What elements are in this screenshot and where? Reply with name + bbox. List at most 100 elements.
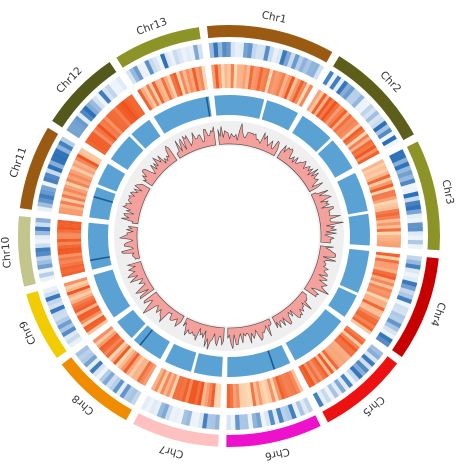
orange-cell xyxy=(334,338,354,358)
blue-cell xyxy=(363,350,379,364)
orange-cell xyxy=(108,111,128,131)
blue-cell xyxy=(330,381,343,396)
orange-cell xyxy=(361,158,385,173)
orange-cell xyxy=(68,171,92,184)
block-chr11 xyxy=(97,163,126,192)
blue-cell xyxy=(136,63,148,79)
orange-cell xyxy=(65,180,89,192)
orange-cell xyxy=(70,292,94,305)
blue-cell xyxy=(39,274,56,283)
blue-cell xyxy=(316,390,328,406)
orange-cell xyxy=(211,64,217,89)
blue-cell xyxy=(208,42,215,58)
orange-cell xyxy=(244,382,250,408)
orange-cell xyxy=(352,141,375,158)
blue-cell xyxy=(243,414,249,430)
orange-cell xyxy=(191,67,200,92)
orange-cell xyxy=(154,79,168,103)
orange-cell xyxy=(73,300,97,314)
label-chr7: Chr7 xyxy=(158,442,185,460)
blue-cell xyxy=(388,313,404,325)
orange-cell xyxy=(156,370,170,394)
blue-cell xyxy=(184,410,193,426)
orange-cell xyxy=(286,77,299,101)
orange-cell xyxy=(92,128,114,146)
orange-cell xyxy=(105,339,125,359)
blue-cell xyxy=(377,127,393,140)
orange-cell xyxy=(57,229,82,234)
orange-cell xyxy=(354,144,377,160)
blue-cell xyxy=(35,247,51,253)
ideogram-chr8 xyxy=(61,357,132,421)
blue-cell xyxy=(192,44,200,61)
blue-cell xyxy=(35,217,51,224)
orange-cell xyxy=(101,118,122,137)
orange-cell xyxy=(194,380,202,406)
blue-cell xyxy=(44,171,61,181)
histogram-chr8 xyxy=(142,291,185,328)
blue-cell xyxy=(403,191,419,199)
orange-cell xyxy=(357,306,381,321)
block-chr13 xyxy=(153,96,212,134)
block-marker xyxy=(267,350,276,370)
orange-cell xyxy=(184,378,194,403)
orange-cell xyxy=(300,364,316,387)
orange-cell xyxy=(303,362,319,385)
blue-cell xyxy=(37,266,54,275)
blue-cell xyxy=(34,234,51,240)
orange-cell xyxy=(373,198,398,207)
orange-cell xyxy=(175,71,186,96)
orange-cell xyxy=(210,383,216,408)
orange-cell xyxy=(364,293,388,306)
orange-cell xyxy=(76,153,100,168)
blue-cell xyxy=(365,110,380,124)
orange-cell xyxy=(369,183,394,194)
blue-cell xyxy=(180,409,189,425)
orange-cell xyxy=(370,186,395,197)
orange-cell xyxy=(57,241,82,246)
orange-cell xyxy=(168,374,180,399)
orange-cell xyxy=(252,381,260,406)
ideogram-chr2 xyxy=(333,56,414,141)
orange-cell xyxy=(349,136,372,153)
orange-cell xyxy=(239,64,245,89)
blue-cell xyxy=(35,230,51,236)
blue-cell xyxy=(201,413,209,429)
blue-cell xyxy=(401,182,417,191)
orange-cell xyxy=(365,290,389,303)
orange-cell xyxy=(126,96,143,118)
orange-cell xyxy=(272,71,284,96)
orange-cell xyxy=(236,64,241,89)
block-chr10 xyxy=(87,222,112,270)
blue-cell xyxy=(197,43,204,60)
blue-cell xyxy=(404,195,420,203)
histogram-chr10 xyxy=(118,226,141,260)
label-chr6: Chr6 xyxy=(263,445,290,462)
blue-cell xyxy=(263,410,272,427)
orange-cell xyxy=(357,150,380,165)
blue-cell xyxy=(291,402,301,418)
blue-cell xyxy=(230,414,236,430)
orange-cell xyxy=(375,254,400,262)
blue-cell xyxy=(397,169,413,179)
orange-cell xyxy=(60,200,85,208)
blue-cell xyxy=(313,64,325,80)
histogram-chr7 xyxy=(182,317,225,350)
blue-cell xyxy=(193,411,201,428)
orange-cell xyxy=(66,177,90,189)
orange-cell xyxy=(372,268,397,278)
orange-cell xyxy=(157,78,171,102)
orange-cell xyxy=(241,383,247,408)
blue-cell xyxy=(148,57,159,74)
orange-cell xyxy=(371,271,396,281)
orange-cell xyxy=(58,257,84,265)
orange-cell xyxy=(368,176,392,188)
histogram-chr11 xyxy=(121,183,151,225)
blue-cell xyxy=(287,403,297,420)
orange-cell xyxy=(67,174,91,186)
blue-cell xyxy=(74,115,89,129)
block-chr12 xyxy=(110,136,144,170)
blue-cell xyxy=(98,89,112,104)
orange-heatmap-track xyxy=(56,64,401,409)
block-marker xyxy=(93,195,113,203)
